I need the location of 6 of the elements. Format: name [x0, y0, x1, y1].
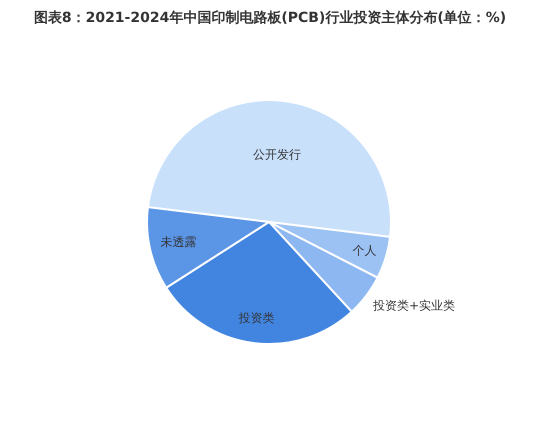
slice-label: 未透露 [160, 234, 197, 249]
chart-title: 图表8：2021-2024年中国印制电路板(PCB)行业投资主体分布(单位：%) [32, 8, 508, 28]
slice-label: 投资类 [237, 311, 274, 326]
slice-label: 个人 [352, 244, 377, 258]
slice-label: 投资类+实业类 [372, 298, 456, 312]
slice-label: 公开发行 [253, 148, 302, 162]
